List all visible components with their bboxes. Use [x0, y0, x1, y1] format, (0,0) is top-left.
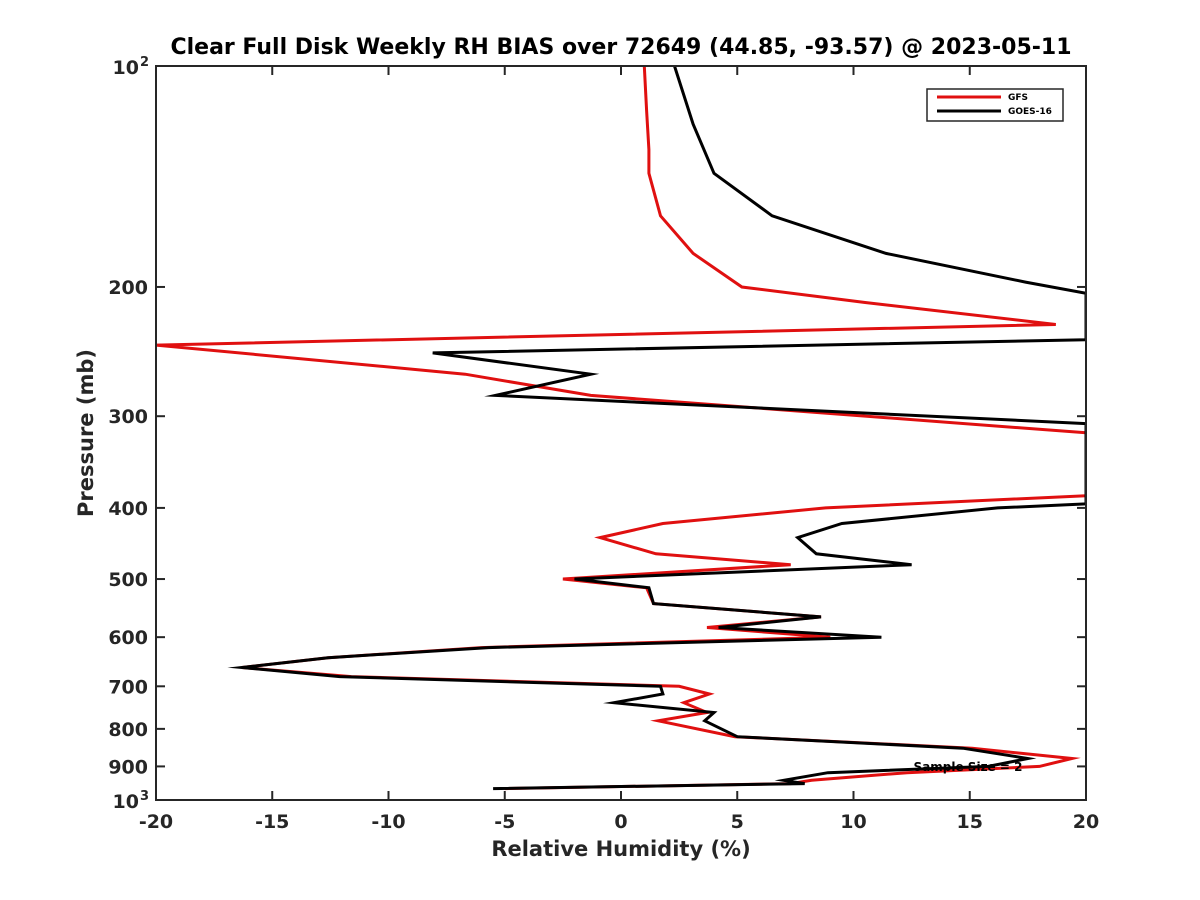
chart-title: Clear Full Disk Weekly RH BIAS over 7264…	[170, 35, 1071, 60]
y-tick-label: 300	[108, 406, 148, 428]
y-tick-label: 600	[108, 627, 148, 649]
y-tick-label: 800	[108, 719, 148, 741]
sample-size-annotation: Sample Size = 2	[914, 760, 1023, 774]
y-tick-label: 400	[108, 498, 148, 520]
y-axis-label: Pressure (mb)	[74, 349, 98, 517]
x-tick-label: -20	[139, 811, 173, 833]
y-edge-tick-exponent: 3	[140, 789, 149, 804]
series-layer	[156, 66, 1086, 791]
x-tick-label: 5	[731, 811, 744, 833]
y-tick-label: 500	[108, 569, 148, 591]
y-tick-label: 200	[108, 277, 148, 299]
x-tick-label: -5	[494, 811, 515, 833]
y-tick-label: 700	[108, 676, 148, 698]
x-tick-label: 20	[1073, 811, 1099, 833]
x-tick-label: -15	[255, 811, 289, 833]
legend-label-goes16: GOES-16	[1008, 107, 1052, 117]
y-tick-label: 900	[108, 756, 148, 778]
x-axis-label: Relative Humidity (%)	[491, 837, 750, 861]
x-tick-label: 10	[840, 811, 866, 833]
legend-box	[926, 88, 1064, 122]
series-line-goes16	[227, 66, 1086, 791]
y-edge-tick-label: 10	[113, 57, 139, 79]
y-edge-tick-label: 10	[113, 791, 139, 813]
y-edge-tick-exponent: 2	[140, 55, 149, 70]
x-axis: -20 -15 -10 -5 0 5 10 15 20	[139, 66, 1099, 833]
x-tick-label: 15	[957, 811, 983, 833]
legend-label-gfs: GFS	[1008, 93, 1028, 103]
x-tick-label: 0	[614, 811, 627, 833]
x-tick-label: -10	[371, 811, 405, 833]
legend: GFS GOES-16	[926, 88, 1064, 122]
